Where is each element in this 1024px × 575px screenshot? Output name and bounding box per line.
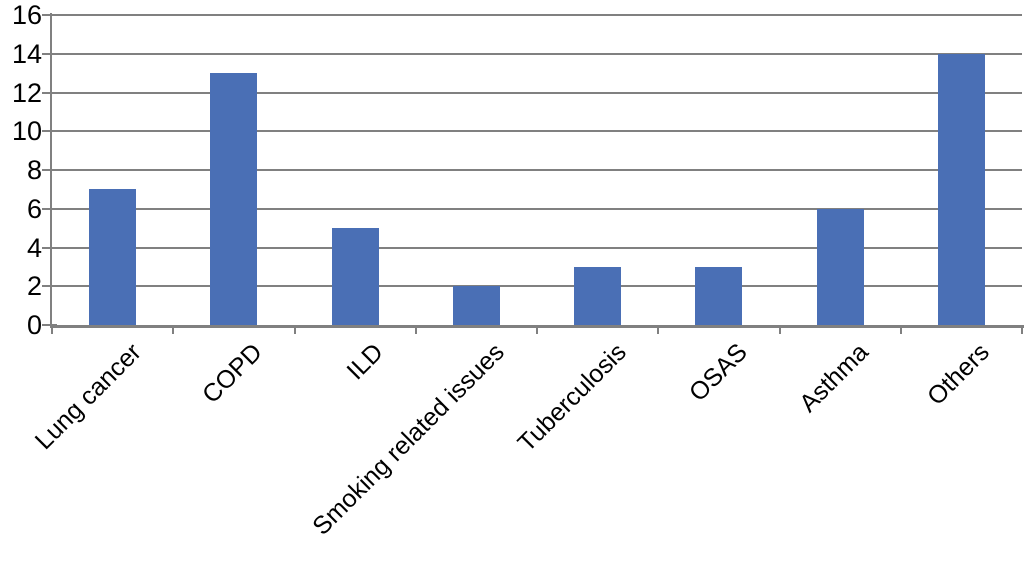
x-tick-2	[293, 325, 296, 334]
x-tick-label-tuberculosis: Tuberculosis	[512, 338, 632, 458]
gridline-10	[52, 130, 1022, 133]
y-tick-14	[42, 52, 57, 55]
x-tick-3	[414, 325, 417, 334]
y-tick-6	[42, 207, 57, 210]
x-tick-label-asthma: Asthma	[794, 338, 874, 418]
gridline-8	[52, 169, 1022, 171]
x-tick-6	[778, 325, 781, 334]
y-tick-label-16: 16	[11, 0, 42, 30]
gridline-12	[52, 91, 1022, 94]
x-tick-label-ild: ILD	[341, 338, 389, 386]
y-tick-4	[42, 246, 57, 249]
x-tick-5	[657, 325, 660, 334]
bar-asthma	[816, 208, 864, 325]
y-tick-label-10: 10	[11, 116, 42, 147]
gridline-4	[52, 246, 1022, 249]
plot-area	[52, 14, 1022, 325]
bar-smoking-related-issues	[452, 286, 500, 325]
y-tick-label-12: 12	[11, 77, 42, 108]
x-tick-label-copd: COPD	[196, 338, 268, 409]
gridline-16	[52, 14, 1022, 16]
y-tick-12	[42, 91, 57, 94]
x-tick-8	[1021, 325, 1023, 334]
y-tick-label-0: 0	[26, 310, 42, 340]
y-tick-label-6: 6	[26, 193, 42, 224]
y-tick-label-8: 8	[26, 155, 42, 185]
gridline-2	[52, 285, 1022, 288]
bar-copd	[210, 73, 258, 325]
y-tick-label-2: 2	[26, 271, 42, 302]
x-tick-7	[899, 325, 902, 334]
y-tick-label-14: 14	[11, 38, 42, 69]
bar-others	[937, 53, 985, 325]
y-tick-10	[42, 130, 57, 133]
x-tick-label-osas: OSAS	[683, 338, 753, 407]
bar-osas	[695, 266, 743, 325]
y-tick-8	[42, 169, 57, 171]
y-tick-2	[42, 285, 57, 288]
x-tick-0	[51, 325, 53, 334]
y-tick-16	[42, 14, 57, 16]
gridline-14	[52, 52, 1022, 55]
x-tick-4	[536, 325, 538, 334]
y-tick-0	[42, 324, 57, 326]
x-tick-label-others: Others	[922, 338, 996, 411]
gridline-6	[52, 207, 1022, 210]
y-tick-label-4: 4	[26, 232, 42, 263]
x-tick-1	[172, 325, 175, 334]
bar-tuberculosis	[574, 266, 622, 325]
bar-ild	[331, 228, 379, 325]
x-tick-label-smoking-related-issues: Smoking related issues	[307, 338, 511, 541]
bar-lung-cancer	[89, 189, 137, 325]
